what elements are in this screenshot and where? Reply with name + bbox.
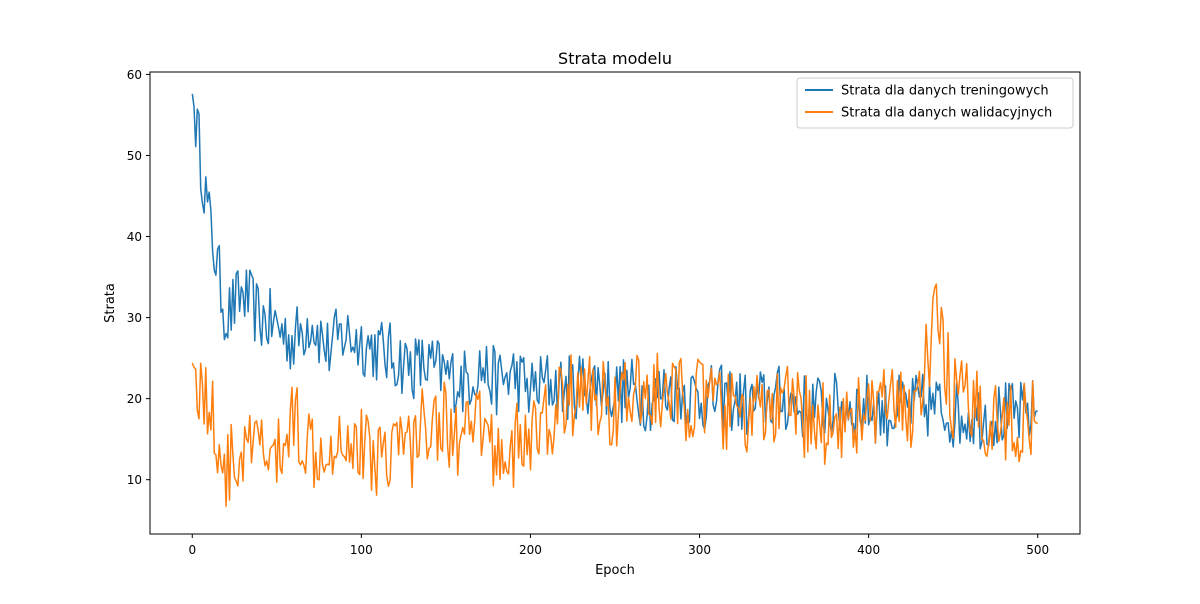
y-axis-ticks: 10 20 30 40 50 60 <box>127 68 150 487</box>
x-tick-label: 200 <box>519 543 542 557</box>
x-tick-label: 400 <box>857 543 880 557</box>
y-tick-label: 60 <box>127 68 142 82</box>
plot-frame <box>149 71 1081 535</box>
series-layer <box>191 93 1038 508</box>
legend: Strata dla danych treningowych Strata dla… <box>796 77 1074 129</box>
y-tick-label: 40 <box>127 230 142 244</box>
chart-title: Strata modelu <box>558 49 672 68</box>
y-tick-label: 10 <box>127 473 142 487</box>
x-tick-label: 500 <box>1026 543 1049 557</box>
legend-box <box>796 77 1074 129</box>
y-tick-label: 30 <box>127 311 142 325</box>
x-tick-label: 100 <box>350 543 373 557</box>
x-axis-label: Epoch <box>595 563 635 578</box>
series-line-val <box>191 283 1038 508</box>
legend-label-train: Strata dla danych treningowych <box>841 84 1049 99</box>
x-axis-ticks: 0 100 200 300 400 500 <box>188 534 1049 557</box>
legend-label-val: Strata dla danych walidacyjnych <box>841 106 1052 121</box>
y-tick-label: 20 <box>127 392 142 406</box>
x-tick-label: 300 <box>688 543 711 557</box>
y-tick-label: 50 <box>127 149 142 163</box>
y-axis-label: Strata <box>103 283 118 323</box>
x-tick-label: 0 <box>188 543 196 557</box>
